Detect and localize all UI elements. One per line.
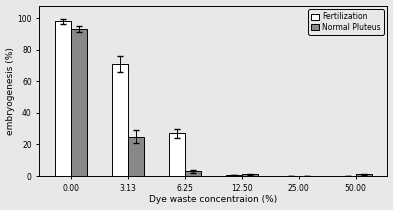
Bar xyxy=(169,133,185,176)
X-axis label: Dye waste concentraion (%): Dye waste concentraion (%) xyxy=(149,196,277,205)
Bar xyxy=(185,171,201,176)
Y-axis label: embryogenesis (%): embryogenesis (%) xyxy=(6,47,15,135)
Bar xyxy=(242,175,258,176)
Legend: Fertilization, Normal Pluteus: Fertilization, Normal Pluteus xyxy=(308,9,384,35)
Bar xyxy=(128,136,144,176)
Bar xyxy=(356,175,372,176)
Bar xyxy=(226,175,242,176)
Bar xyxy=(55,21,71,176)
Bar xyxy=(71,29,87,176)
Bar xyxy=(112,64,128,176)
